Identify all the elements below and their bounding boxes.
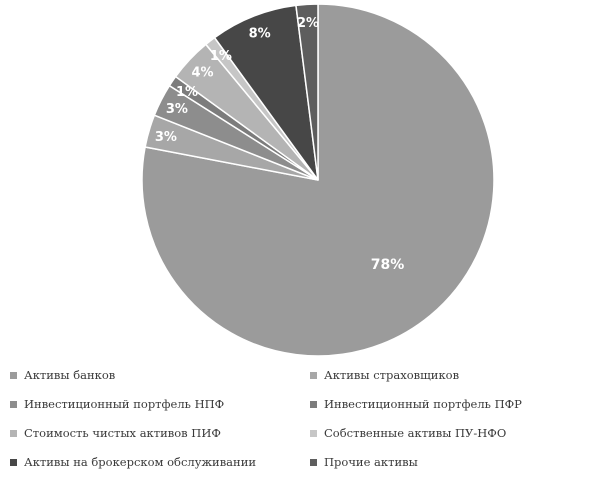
legend: Активы банков Активы страховщиков Инвестиц… bbox=[10, 368, 590, 469]
data-label: 78% bbox=[371, 257, 405, 273]
legend-swatch bbox=[10, 458, 17, 466]
data-label: 1% bbox=[176, 85, 198, 100]
legend-swatch bbox=[310, 371, 317, 379]
legend-swatch bbox=[310, 400, 317, 408]
legend-label: Собственные активы ПУ-НФО bbox=[324, 426, 507, 440]
legend-label: Инвестиционный портфель НПФ bbox=[24, 397, 225, 411]
legend-label: Активы на брокерском обслуживании bbox=[24, 455, 257, 469]
legend-label: Инвестиционный портфель ПФР bbox=[324, 397, 522, 411]
data-label: 8% bbox=[249, 27, 271, 42]
legend-swatch bbox=[310, 458, 317, 466]
legend-entry: Инвестиционный портфель НПФ bbox=[10, 397, 310, 411]
legend-entry: Активы страховщиков bbox=[310, 368, 580, 382]
data-label: 3% bbox=[166, 102, 188, 117]
pie-slice bbox=[213, 4, 319, 181]
legend-entry: Активы банков bbox=[10, 368, 310, 382]
legend-swatch bbox=[10, 371, 17, 379]
legend-label: Стоимость чистых активов ПИФ bbox=[24, 426, 221, 440]
legend-entry: Активы на брокерском обслуживании bbox=[10, 455, 310, 469]
legend-label: Активы банков bbox=[24, 368, 116, 382]
data-label: 3% bbox=[155, 130, 177, 145]
legend-swatch bbox=[10, 429, 17, 437]
legend-entry: Инвестиционный портфель ПФР bbox=[310, 397, 580, 411]
data-label: 1% bbox=[210, 49, 232, 64]
legend-swatch bbox=[310, 429, 317, 437]
data-label: 2% bbox=[297, 16, 319, 31]
data-label: 4% bbox=[191, 66, 213, 81]
legend-label: Активы страховщиков bbox=[324, 368, 460, 382]
legend-entry: Стоимость чистых активов ПИФ bbox=[10, 426, 310, 440]
legend-label: Прочие активы bbox=[324, 455, 418, 469]
pie-slice bbox=[141, 3, 495, 357]
legend-entry: Прочие активы bbox=[310, 455, 580, 469]
pie-slice bbox=[295, 3, 319, 181]
legend-entry: Собственные активы ПУ-НФО bbox=[310, 426, 580, 440]
pie-chart: 78% 3% 3% 1% 4% 1% 8% 2% bbox=[141, 3, 495, 357]
legend-swatch bbox=[10, 400, 17, 408]
